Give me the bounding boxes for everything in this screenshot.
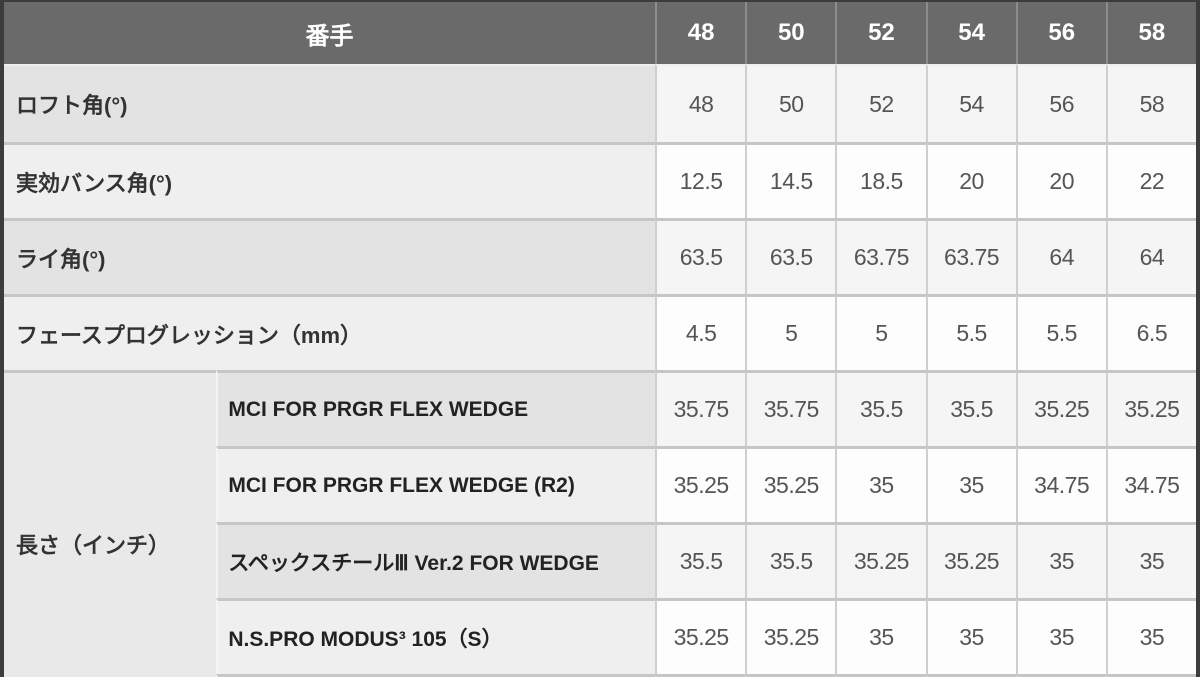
value-cell: 18.5: [835, 142, 926, 218]
shaft-label-spec-steel: スペックスチールⅢ Ver.2 FOR WEDGE: [216, 522, 656, 598]
value-cell: 50: [745, 64, 836, 142]
clipped-partial-row: [4, 674, 1196, 677]
value-cell: 35.25: [745, 446, 836, 522]
shaft-label-mci-r2: MCI FOR PRGR FLEX WEDGE (R2): [216, 446, 656, 522]
club-number-header: 番手: [4, 2, 656, 64]
value-cell: 64: [1105, 218, 1196, 294]
value-cell: 35.75: [745, 370, 836, 446]
row-label-bounce: 実効バンス角(°): [4, 142, 656, 218]
col-header-58: 58: [1105, 2, 1196, 64]
value-cell: 35.25: [745, 598, 836, 674]
value-cell: 22: [1105, 142, 1196, 218]
value-cell: 35: [1015, 522, 1106, 598]
partial-row-cell: [745, 674, 836, 677]
lie-angle-row: ライ角(°) 63.5 63.5 63.75 63.75 64 64: [4, 218, 1196, 294]
value-cell: 56: [1015, 64, 1106, 142]
partial-row-cell: [1015, 674, 1106, 677]
partial-row-cell: [1105, 674, 1196, 677]
wedge-spec-table: 番手 48 50 52 54 56 58 ロフト角(°) 48 50 52 54…: [4, 2, 1196, 677]
length-row-mci: 長さ（インチ） MCI FOR PRGR FLEX WEDGE 35.75 35…: [4, 370, 1196, 677]
partial-row-cell: [835, 674, 926, 677]
col-header-48: 48: [655, 2, 746, 64]
col-header-52: 52: [835, 2, 926, 64]
value-cell: 63.75: [835, 218, 926, 294]
value-cell: 35.5: [835, 370, 926, 446]
value-cell: 5.5: [1015, 294, 1106, 370]
col-header-50: 50: [745, 2, 836, 64]
value-cell: 14.5: [745, 142, 836, 218]
value-cell: 64: [1015, 218, 1106, 294]
value-cell: 35.25: [835, 522, 926, 598]
header-row: 番手 48 50 52 54 56 58: [4, 2, 1196, 64]
shaft-label-mci: MCI FOR PRGR FLEX WEDGE: [216, 370, 656, 446]
length-row-modus: N.S.PRO MODUS³ 105（S） 35.25 35.25 35 35 …: [4, 598, 1196, 674]
value-cell: 35: [925, 598, 1016, 674]
value-cell: 6.5: [1105, 294, 1196, 370]
value-cell: 35.5: [655, 522, 746, 598]
value-cell: 34.75: [1105, 446, 1196, 522]
value-cell: 34.75: [1015, 446, 1106, 522]
value-cell: 35.25: [655, 446, 746, 522]
shaft-label-modus: N.S.PRO MODUS³ 105（S）: [216, 598, 656, 674]
value-cell: 35: [1105, 522, 1196, 598]
bounce-angle-row: 実効バンス角(°) 12.5 14.5 18.5 20 20 22: [4, 142, 1196, 218]
row-label-lie: ライ角(°): [4, 218, 656, 294]
value-cell: 35.25: [1105, 370, 1196, 446]
value-cell: 35.25: [655, 598, 746, 674]
loft-angle-row: ロフト角(°) 48 50 52 54 56 58: [4, 64, 1196, 142]
value-cell: 48: [655, 64, 746, 142]
value-cell: 35: [1105, 598, 1196, 674]
value-cell: 20: [925, 142, 1016, 218]
col-header-56: 56: [1015, 2, 1106, 64]
value-cell: 35.25: [925, 522, 1016, 598]
length-group-label: 長さ（インチ）: [4, 370, 217, 677]
value-cell: 63.75: [925, 218, 1016, 294]
col-header-54: 54: [925, 2, 1016, 64]
value-cell: 35.5: [925, 370, 1016, 446]
value-cell: 35: [1015, 598, 1106, 674]
row-label-face-progression: フェースプログレッション（mm）: [4, 294, 656, 370]
value-cell: 5: [745, 294, 836, 370]
partial-row-cell: [925, 674, 1016, 677]
value-cell: 5.5: [925, 294, 1016, 370]
value-cell: 35.25: [1015, 370, 1106, 446]
value-cell: 12.5: [655, 142, 746, 218]
partial-row-cell: [216, 674, 656, 677]
value-cell: 52: [835, 64, 926, 142]
value-cell: 20: [1015, 142, 1106, 218]
value-cell: 58: [1105, 64, 1196, 142]
length-row-spec-steel: スペックスチールⅢ Ver.2 FOR WEDGE 35.5 35.5 35.2…: [4, 522, 1196, 598]
value-cell: 35.5: [745, 522, 836, 598]
value-cell: 5: [835, 294, 926, 370]
partial-row-cell: [655, 674, 746, 677]
value-cell: 4.5: [655, 294, 746, 370]
length-row-mci-r2: MCI FOR PRGR FLEX WEDGE (R2) 35.25 35.25…: [4, 446, 1196, 522]
value-cell: 35: [835, 446, 926, 522]
row-label-loft: ロフト角(°): [4, 64, 656, 142]
value-cell: 35.75: [655, 370, 746, 446]
value-cell: 35: [925, 446, 1016, 522]
face-progression-row: フェースプログレッション（mm） 4.5 5 5 5.5 5.5 6.5: [4, 294, 1196, 370]
value-cell: 63.5: [745, 218, 836, 294]
value-cell: 35: [835, 598, 926, 674]
value-cell: 63.5: [655, 218, 746, 294]
value-cell: 54: [925, 64, 1016, 142]
